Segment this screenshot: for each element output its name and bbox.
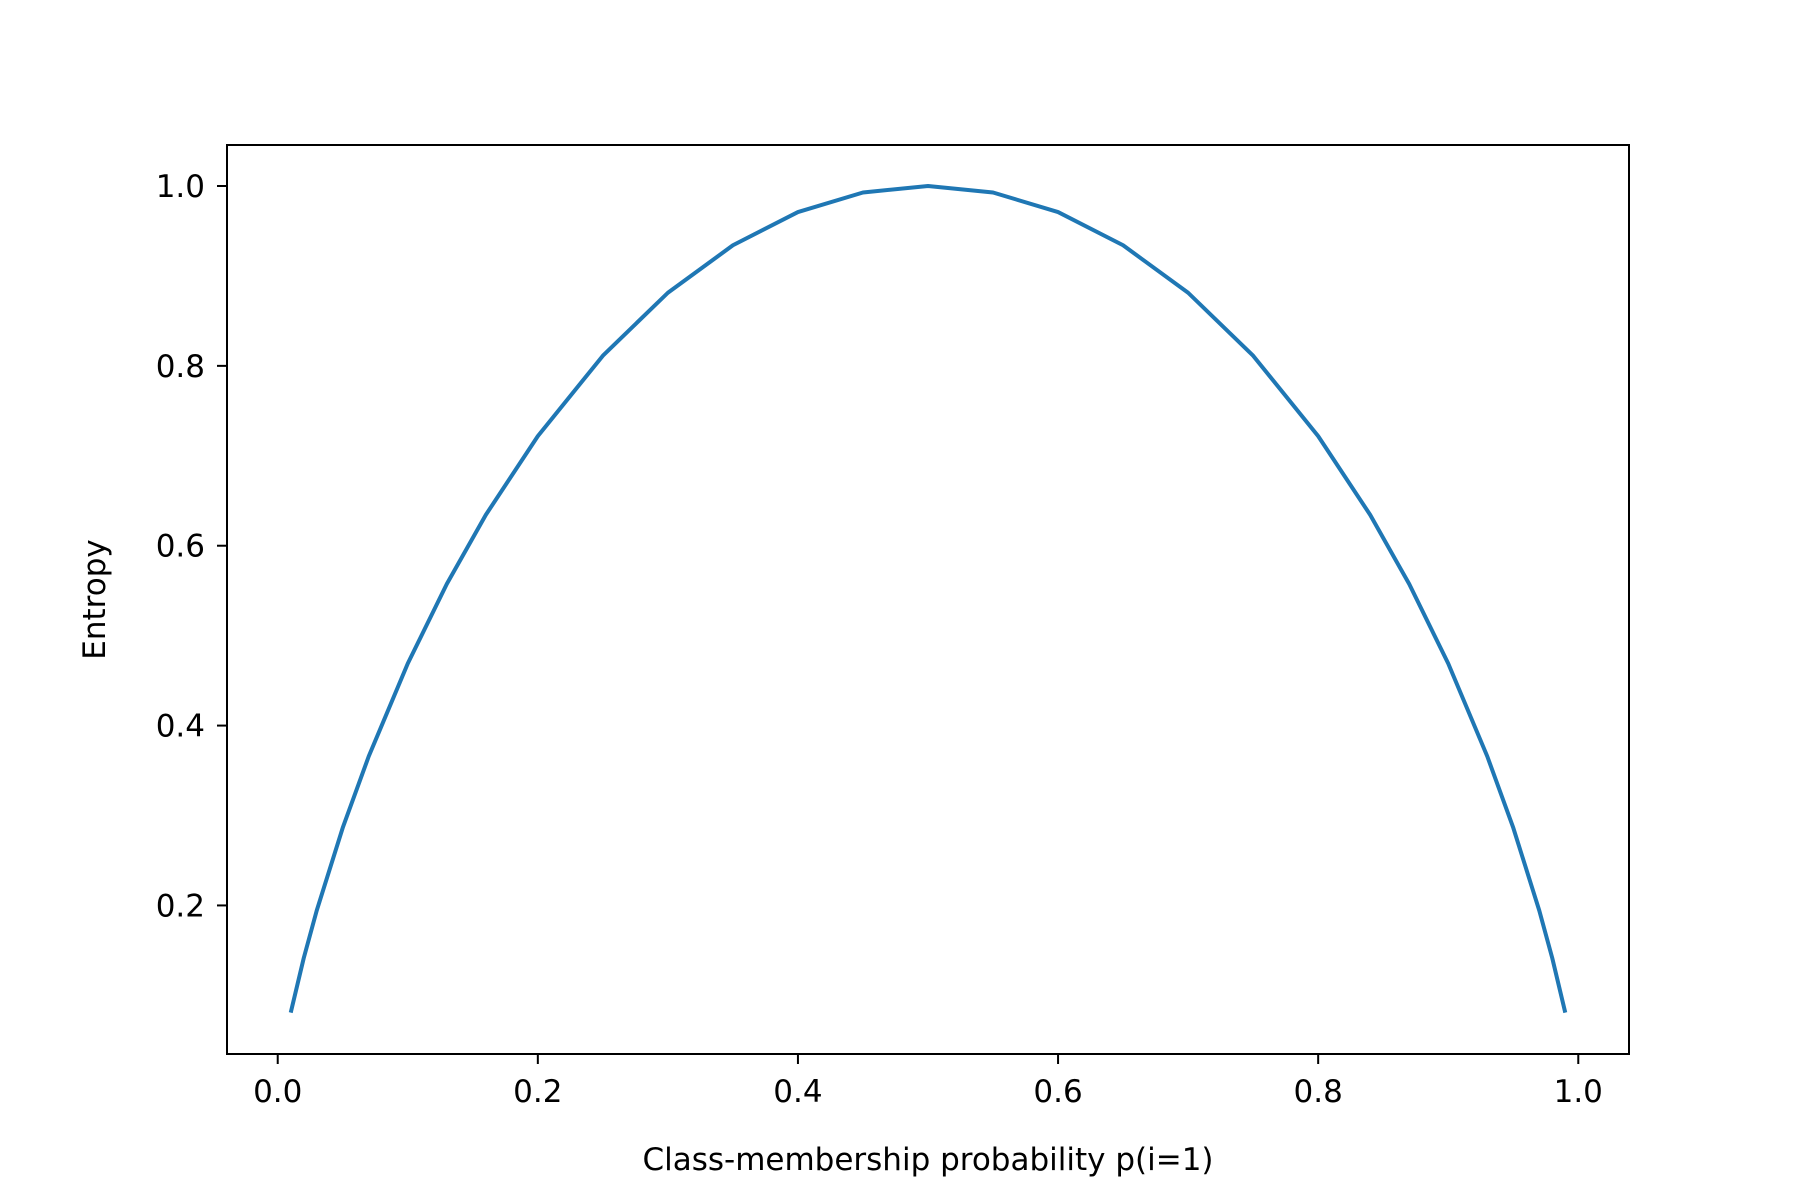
y-axis-ticks: 0.2 0.4 0.6 0.8 1.0 xyxy=(156,169,227,924)
y-tick-label: 1.0 xyxy=(156,169,205,205)
y-axis-label: Entropy xyxy=(77,539,113,659)
x-axis-label: Class-membership probability p(i=1) xyxy=(642,1142,1213,1178)
y-tick-label: 0.8 xyxy=(156,349,205,385)
x-tick-label: 0.4 xyxy=(773,1074,822,1110)
axes-frame xyxy=(226,144,1630,1055)
y-tick-label: 0.4 xyxy=(156,709,205,745)
plot-area xyxy=(226,144,1630,1055)
x-tick-label: 1.0 xyxy=(1554,1074,1603,1110)
x-tick-label: 0.2 xyxy=(513,1074,562,1110)
y-tick-label: 0.2 xyxy=(156,888,205,924)
x-tick-label: 0.0 xyxy=(253,1074,302,1110)
x-axis-ticks: 0.0 0.2 0.4 0.6 0.8 1.0 xyxy=(253,1054,1603,1110)
x-tick-label: 0.6 xyxy=(1033,1074,1082,1110)
x-tick-label: 0.8 xyxy=(1294,1074,1343,1110)
entropy-curve xyxy=(288,184,1568,1014)
y-tick-label: 0.6 xyxy=(156,529,205,565)
